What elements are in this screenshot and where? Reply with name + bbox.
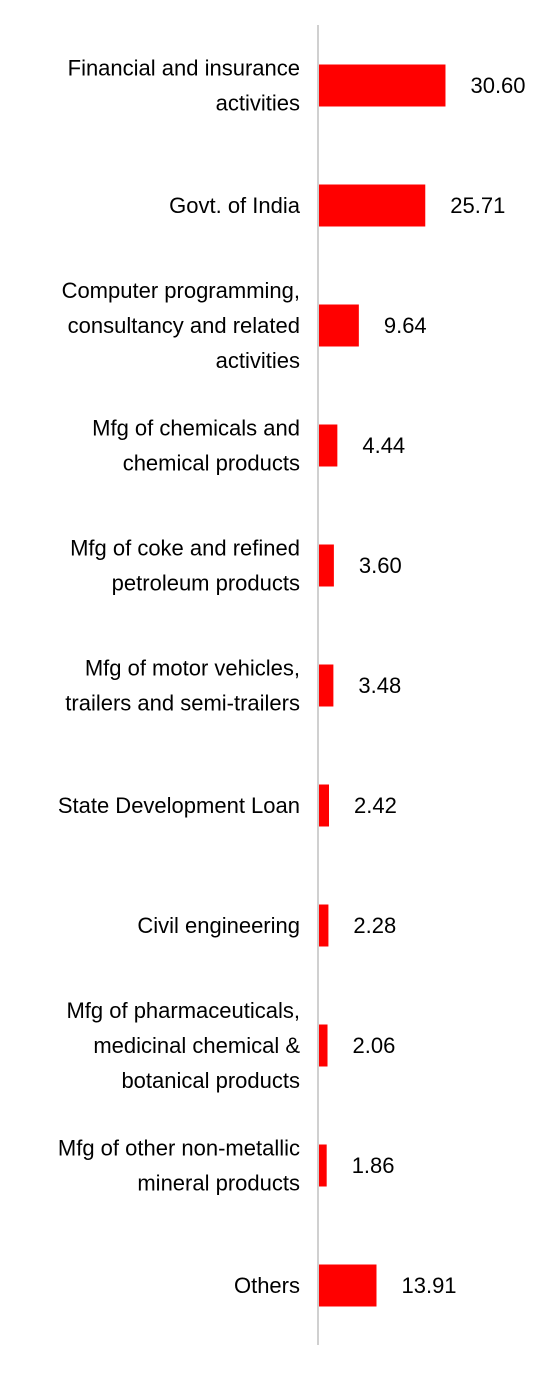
category-label: State Development Loan — [58, 793, 300, 818]
value-label: 2.42 — [354, 793, 397, 818]
value-label: 2.06 — [353, 1033, 396, 1058]
category-label-line: Mfg of pharmaceuticals, — [66, 998, 300, 1023]
category-label-line: Mfg of chemicals and — [92, 416, 300, 441]
value-label: 2.28 — [353, 913, 396, 938]
category-label: Financial and insurance activities — [68, 56, 300, 116]
bar — [319, 1024, 328, 1067]
category-label-line: petroleum products — [112, 571, 300, 596]
category-label: Computer programming, consultancy and rel… — [62, 278, 300, 373]
category-label-line: chemical products — [123, 451, 300, 476]
bar — [319, 304, 359, 347]
category-label-line: Computer programming, — [62, 278, 300, 303]
category-label-line: consultancy and related — [68, 313, 300, 338]
category-label: Mfg of other non-metallic mineral product… — [58, 1136, 300, 1196]
category-label: Civil engineering — [137, 913, 300, 938]
value-label: 25.71 — [450, 193, 505, 218]
category-label-line: Civil engineering — [137, 913, 300, 938]
value-label: 13.91 — [401, 1273, 456, 1298]
category-label: Govt. of India — [169, 193, 301, 218]
value-label: 4.44 — [362, 433, 405, 458]
category-labels-group: Financial and insurance activities Govt. o… — [58, 56, 301, 1299]
value-label: 3.48 — [358, 673, 401, 698]
bar — [319, 784, 330, 827]
bar — [319, 184, 426, 227]
category-label-line: Mfg of other non-metallic — [58, 1136, 300, 1161]
bar — [319, 904, 329, 947]
category-label: Mfg of coke and refined petroleum product… — [70, 536, 300, 596]
category-label: Others — [234, 1273, 300, 1298]
bar — [319, 64, 446, 107]
value-labels-group: 30.60 25.71 9.64 4.44 3.60 3.48 2.42 2.28 2.06 1.… — [352, 73, 526, 1298]
bar — [319, 664, 334, 707]
category-label-line: Mfg of motor vehicles, — [85, 656, 300, 681]
category-label-line: activities — [216, 348, 300, 373]
category-label-line: botanical products — [121, 1068, 300, 1093]
bar — [319, 1264, 377, 1307]
value-label: 3.60 — [359, 553, 402, 578]
value-label: 9.64 — [384, 313, 427, 338]
category-label-line: Mfg of coke and refined — [70, 536, 300, 561]
category-label-line: trailers and semi-trailers — [65, 691, 300, 716]
category-label-line: mineral products — [137, 1171, 300, 1196]
category-label-line: Others — [234, 1273, 300, 1298]
category-label-line: medicinal chemical & — [93, 1033, 300, 1058]
bar — [319, 1144, 327, 1187]
category-label-line: Financial and insurance — [68, 56, 300, 81]
category-label-line: activities — [216, 91, 300, 116]
category-label: Mfg of pharmaceuticals, medicinal chemica… — [66, 998, 300, 1093]
category-label: Mfg of motor vehicles, trailers and semi-… — [65, 656, 300, 716]
category-label-line: State Development Loan — [58, 793, 300, 818]
bar — [319, 544, 334, 587]
bars-group — [319, 64, 446, 1307]
value-label: 1.86 — [352, 1153, 395, 1178]
category-label: Mfg of chemicals and chemical products — [92, 416, 300, 476]
category-label-line: Govt. of India — [169, 193, 301, 218]
bar — [319, 424, 338, 467]
value-label: 30.60 — [470, 73, 525, 98]
